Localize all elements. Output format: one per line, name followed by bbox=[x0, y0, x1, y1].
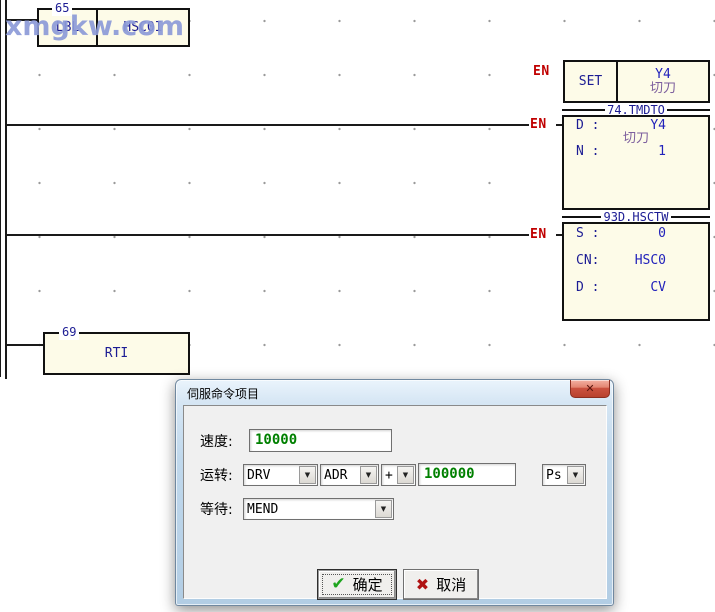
chevron-down-icon: ▼ bbox=[380, 505, 387, 513]
selected-value: MEND bbox=[247, 502, 279, 517]
operand-comment: 切刀 bbox=[649, 80, 676, 96]
operand-address: Y4 bbox=[655, 66, 671, 82]
power-rail bbox=[5, 0, 7, 379]
header-line bbox=[670, 216, 710, 218]
en-label: EN bbox=[530, 227, 547, 242]
param-value: 0 bbox=[658, 226, 666, 241]
dialog-titlebar[interactable]: 伺服命令项目 ✕ bbox=[176, 380, 613, 405]
lbl-instruction-block[interactable]: 65 LBL HSC0I bbox=[37, 1, 190, 47]
parameter-row: CN: HSC0 bbox=[564, 254, 708, 267]
function-block-title: 74.TMDTO bbox=[607, 103, 665, 117]
header-line bbox=[666, 109, 711, 111]
rung-connector bbox=[556, 234, 562, 236]
en-label: EN bbox=[533, 64, 550, 79]
param-label: CN: bbox=[576, 253, 600, 268]
param-label: D : bbox=[576, 280, 600, 295]
ok-button-label: 确定 bbox=[352, 576, 383, 594]
run-command-select[interactable]: DRV ▼ bbox=[243, 464, 318, 486]
rti-instruction-block[interactable]: 69 RTI bbox=[43, 325, 190, 375]
window-edge-line bbox=[0, 0, 1, 377]
run-label: 运转: bbox=[200, 468, 233, 484]
param-label: N : bbox=[576, 144, 600, 159]
header-line bbox=[562, 216, 602, 218]
selected-value: DRV bbox=[247, 468, 271, 483]
cross-icon: ✖ bbox=[415, 574, 430, 594]
param-label: S : bbox=[576, 226, 600, 241]
dropdown-button[interactable]: ▼ bbox=[299, 466, 316, 484]
parameter-row: D : CV bbox=[564, 281, 708, 294]
param-comment: 切刀 bbox=[622, 131, 649, 146]
run-sign-select[interactable]: + ▼ bbox=[381, 464, 416, 486]
run-unit-select[interactable]: Ps ▼ bbox=[542, 464, 586, 486]
rung-connector bbox=[556, 124, 562, 126]
function-block-header: 93D.HSCTW bbox=[562, 210, 710, 224]
ok-button[interactable]: ✔ 确定 bbox=[317, 569, 397, 600]
ladder-editor: 65 LBL HSC0I xmgkw.com EN SET Y4 切刀 EN 7… bbox=[0, 0, 715, 379]
cancel-button-label: 取消 bbox=[436, 576, 467, 594]
instruction-name: RTI bbox=[104, 345, 129, 361]
rung-number: 69 bbox=[59, 325, 80, 340]
function-block-title: 93D.HSCTW bbox=[603, 210, 669, 224]
param-value: Y4 bbox=[650, 118, 666, 133]
param-value: 1 bbox=[658, 144, 666, 159]
hsctw-function-block[interactable]: 93D.HSCTW S : 0 CN: HSC0 D : CV bbox=[562, 210, 710, 321]
instruction-operand: Y4 切刀 bbox=[618, 62, 708, 101]
dialog-title: 伺服命令项目 bbox=[187, 387, 260, 401]
speed-input[interactable]: 10000 bbox=[249, 429, 392, 452]
watermark-text: xmgkw.com bbox=[5, 11, 184, 42]
tmdto-function-block[interactable]: 74.TMDTO D : Y4 切刀 N : 1 bbox=[562, 103, 711, 210]
param-label: D : bbox=[576, 118, 600, 133]
dropdown-button[interactable]: ▼ bbox=[360, 466, 377, 484]
close-button[interactable]: ✕ bbox=[570, 380, 610, 398]
dropdown-button[interactable]: ▼ bbox=[397, 466, 414, 484]
rung-line bbox=[7, 234, 529, 236]
parameter-row: S : 0 bbox=[564, 227, 708, 240]
rung-line bbox=[7, 19, 37, 21]
speed-label: 速度: bbox=[200, 434, 233, 450]
set-instruction-block[interactable]: SET Y4 切刀 bbox=[563, 60, 710, 103]
chevron-down-icon: ▼ bbox=[572, 471, 579, 479]
dropdown-button[interactable]: ▼ bbox=[567, 466, 584, 484]
run-mode-select[interactable]: ADR ▼ bbox=[320, 464, 379, 486]
dialog-content-panel: 速度: 10000 运转: DRV ▼ ADR ▼ + ▼ 100000 Ps … bbox=[183, 405, 607, 600]
check-icon: ✔ bbox=[331, 574, 346, 594]
wait-label: 等待: bbox=[200, 502, 233, 518]
wait-select[interactable]: MEND ▼ bbox=[243, 498, 394, 520]
instruction-name: LBL bbox=[39, 10, 98, 45]
selected-value: Ps bbox=[546, 468, 562, 483]
servo-command-dialog: 伺服命令项目 ✕ 速度: 10000 运转: DRV ▼ ADR ▼ + ▼ bbox=[175, 379, 614, 606]
param-value: CV bbox=[650, 280, 666, 295]
chevron-down-icon: ▼ bbox=[402, 471, 409, 479]
cancel-button[interactable]: ✖ 取消 bbox=[403, 569, 479, 600]
focus-rect bbox=[322, 574, 392, 595]
selected-value: ADR bbox=[324, 468, 348, 483]
parameter-row: N : 1 bbox=[564, 145, 708, 158]
function-block-header: 74.TMDTO bbox=[562, 103, 711, 117]
header-line bbox=[562, 109, 606, 111]
param-value: HSC0 bbox=[634, 253, 666, 268]
en-label: EN bbox=[530, 117, 547, 132]
instruction-name: SET bbox=[565, 62, 618, 101]
selected-value: + bbox=[385, 468, 393, 483]
run-value-input[interactable]: 100000 bbox=[418, 463, 516, 486]
chevron-down-icon: ▼ bbox=[365, 471, 372, 479]
close-icon: ✕ bbox=[585, 382, 595, 395]
instruction-operand: HSC0I bbox=[123, 19, 163, 35]
rung-line bbox=[7, 344, 43, 346]
rung-line bbox=[7, 124, 529, 126]
chevron-down-icon: ▼ bbox=[304, 471, 311, 479]
rung-number: 65 bbox=[52, 1, 73, 16]
dropdown-button[interactable]: ▼ bbox=[375, 500, 392, 518]
parameter-row: D : Y4 bbox=[564, 119, 708, 132]
